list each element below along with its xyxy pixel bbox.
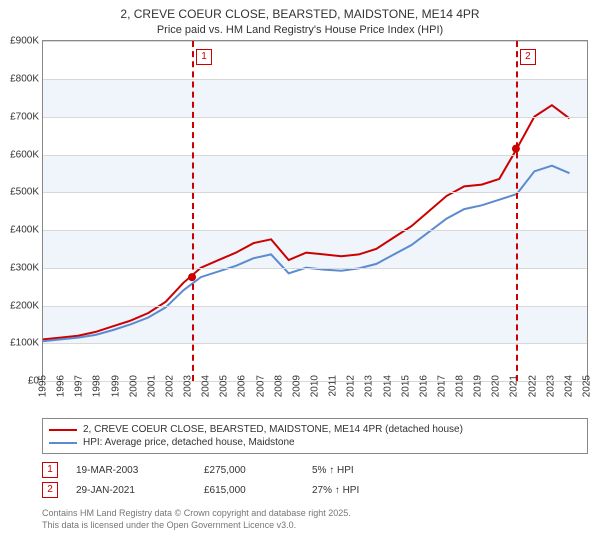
chart-subtitle: Price paid vs. HM Land Registry's House …	[0, 24, 600, 40]
event-row: 119-MAR-2003£275,0005% ↑ HPI	[42, 460, 588, 480]
credits: Contains HM Land Registry data © Crown c…	[42, 508, 588, 531]
chart-title: 2, CREVE COEUR CLOSE, BEARSTED, MAIDSTON…	[0, 0, 600, 24]
credits-line-1: Contains HM Land Registry data © Crown c…	[42, 508, 588, 520]
legend-item: 2, CREVE COEUR CLOSE, BEARSTED, MAIDSTON…	[49, 423, 581, 436]
credits-line-2: This data is licensed under the Open Gov…	[42, 520, 588, 532]
chart-lines	[43, 41, 587, 381]
legend-item: HPI: Average price, detached house, Maid…	[49, 436, 581, 449]
event-row: 229-JAN-2021£615,00027% ↑ HPI	[42, 480, 588, 500]
plot-area: £0£100K£200K£300K£400K£500K£600K£700K£80…	[42, 40, 588, 382]
event-data-rows: 119-MAR-2003£275,0005% ↑ HPI229-JAN-2021…	[42, 460, 588, 500]
legend: 2, CREVE COEUR CLOSE, BEARSTED, MAIDSTON…	[42, 418, 588, 454]
